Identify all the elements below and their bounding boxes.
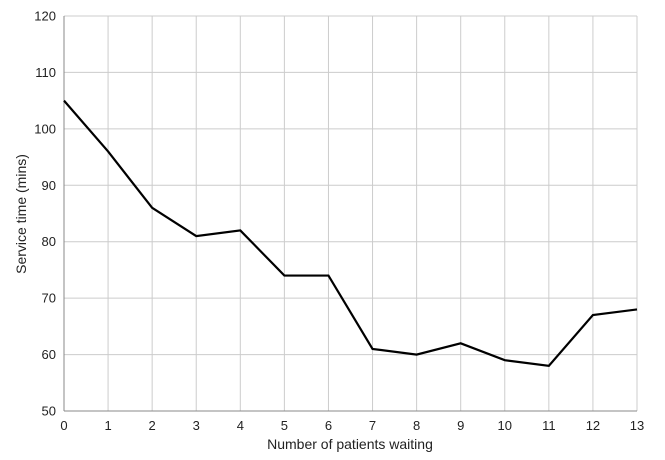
y-tick-label: 120 [34, 9, 56, 24]
x-tick-label: 2 [149, 418, 156, 433]
grid [64, 15, 638, 411]
axes [63, 16, 637, 412]
y-tick-label: 110 [35, 65, 56, 80]
x-tick-label: 1 [104, 418, 111, 433]
series-line [63, 99, 638, 368]
y-tick-label: 70 [42, 291, 56, 306]
x-tick-label: 12 [586, 418, 600, 433]
y-tick-label: 50 [42, 404, 56, 419]
y-axis-title: Service time (mins) [13, 154, 29, 274]
x-tick-label: 13 [630, 418, 644, 433]
y-tick-label: 60 [42, 347, 56, 362]
x-tick-label: 0 [60, 418, 67, 433]
y-tick-label: 100 [34, 121, 56, 136]
x-tick-label: 4 [237, 418, 244, 433]
x-tick-label: 7 [369, 418, 376, 433]
y-tick-labels: 50 60 70 80 90 100 110 120 [34, 9, 56, 419]
x-tick-label: 5 [281, 418, 288, 433]
x-tick-label: 8 [413, 418, 420, 433]
y-tick-label: 80 [42, 234, 56, 249]
y-tick-label: 90 [42, 178, 56, 193]
x-tick-labels: 0 1 2 3 4 5 6 7 8 9 10 11 12 13 [60, 418, 644, 433]
x-axis-title: Number of patients waiting [267, 436, 433, 452]
series-group [63, 99, 638, 368]
x-tick-label: 10 [498, 418, 512, 433]
x-tick-label: 9 [457, 418, 464, 433]
x-tick-label: 3 [193, 418, 200, 433]
x-tick-label: 11 [542, 418, 556, 433]
x-tick-label: 6 [325, 418, 332, 433]
